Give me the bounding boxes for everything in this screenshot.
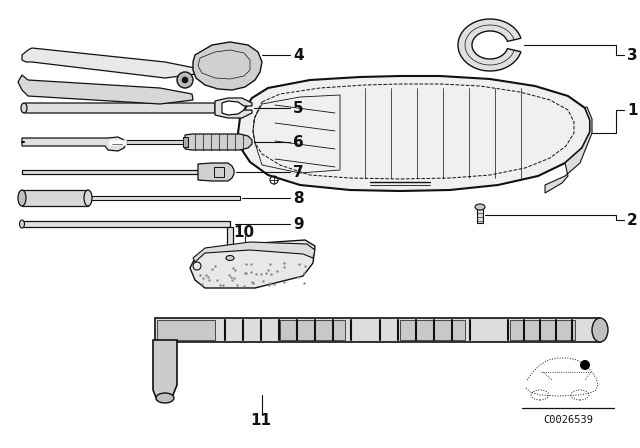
Ellipse shape [19,220,24,228]
Polygon shape [193,242,315,262]
Text: 11: 11 [250,413,271,427]
Text: 3: 3 [627,47,637,63]
Text: C0026539: C0026539 [543,415,593,425]
Ellipse shape [475,204,485,210]
Polygon shape [477,207,483,223]
Polygon shape [510,320,575,340]
Polygon shape [22,103,215,113]
Polygon shape [18,75,193,104]
Polygon shape [458,19,521,71]
Text: 8: 8 [293,190,303,206]
Text: 5: 5 [293,100,303,116]
Text: 2: 2 [627,212,637,228]
Ellipse shape [226,255,234,260]
Polygon shape [215,98,252,118]
Polygon shape [22,48,196,78]
Polygon shape [280,320,345,340]
Polygon shape [22,190,88,206]
Ellipse shape [156,393,174,403]
Circle shape [177,72,193,88]
Polygon shape [22,170,198,174]
Text: 7: 7 [293,164,303,180]
Text: 1: 1 [627,103,637,117]
Polygon shape [198,163,234,181]
Polygon shape [193,42,262,90]
Ellipse shape [592,318,608,342]
Polygon shape [227,227,233,258]
Ellipse shape [21,103,27,113]
Polygon shape [545,107,592,193]
Polygon shape [155,318,600,342]
Polygon shape [400,320,465,340]
Text: 4: 4 [293,47,303,63]
Circle shape [580,360,590,370]
Polygon shape [126,140,185,144]
Ellipse shape [18,190,26,206]
Text: 10: 10 [233,224,254,240]
Polygon shape [153,340,177,402]
Polygon shape [22,221,230,227]
Text: 9: 9 [293,216,303,232]
Circle shape [182,77,188,83]
Polygon shape [157,320,215,340]
Polygon shape [183,137,188,147]
Text: 6: 6 [293,134,304,150]
Polygon shape [22,137,126,151]
Polygon shape [238,76,590,191]
Polygon shape [185,134,252,150]
Polygon shape [88,196,240,200]
Ellipse shape [84,190,92,206]
Polygon shape [190,240,315,288]
